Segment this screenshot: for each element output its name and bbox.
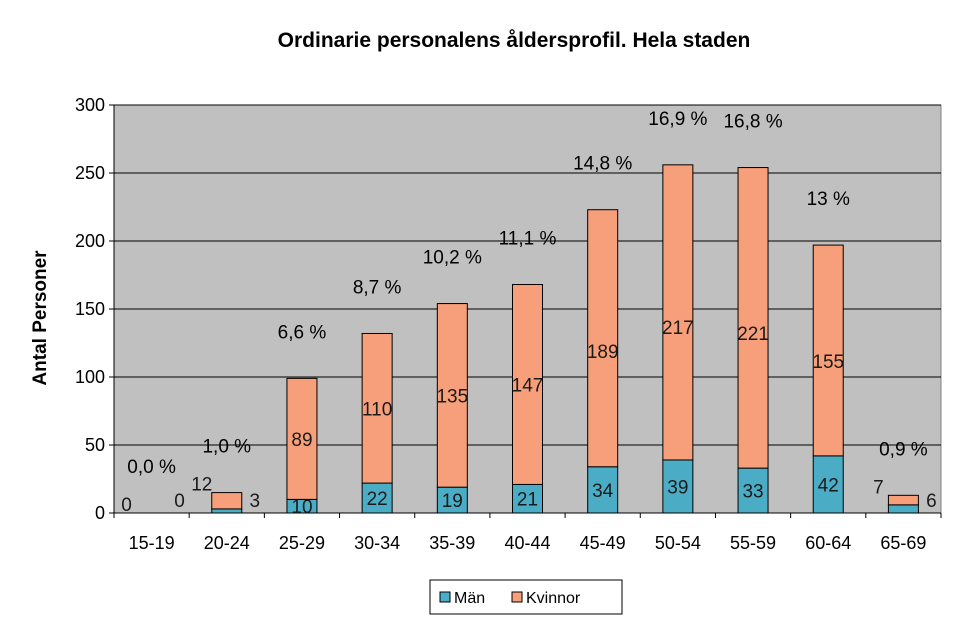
x-tick-label: 20-24 bbox=[204, 533, 250, 553]
data-label-woman: 0 bbox=[121, 495, 132, 516]
data-label-woman: 221 bbox=[737, 324, 769, 345]
data-label-woman: 147 bbox=[512, 375, 544, 396]
data-label-man: 10 bbox=[291, 497, 312, 518]
y-tick-label: 200 bbox=[75, 231, 105, 251]
data-label-woman: 217 bbox=[662, 318, 694, 339]
legend-label: Män bbox=[454, 590, 485, 607]
data-label-woman: 12 bbox=[191, 475, 212, 496]
data-label-man: 19 bbox=[442, 491, 463, 512]
data-label-woman: 110 bbox=[362, 399, 392, 420]
percent-label: 11,1 % bbox=[499, 229, 557, 250]
x-tick-label: 40-44 bbox=[504, 533, 550, 553]
y-tick-label: 250 bbox=[75, 163, 105, 183]
bar-segment-man bbox=[812, 455, 844, 514]
bar-segment-man bbox=[512, 483, 543, 514]
x-tick-label: 35-39 bbox=[429, 533, 475, 553]
legend-swatch bbox=[439, 591, 451, 603]
bar-segment-woman bbox=[512, 284, 543, 485]
bar-segment-man bbox=[436, 486, 468, 514]
data-label-man: 0 bbox=[174, 491, 185, 512]
bar-segment-woman bbox=[662, 164, 694, 461]
data-label-woman: 89 bbox=[291, 430, 312, 451]
chart-title: Ordinarie personalens åldersprofil. Hela… bbox=[278, 29, 751, 52]
bar-segment-woman bbox=[436, 303, 468, 488]
bar-segment-man bbox=[211, 508, 243, 514]
x-tick-label: 55-59 bbox=[730, 533, 776, 553]
data-label-man: 3 bbox=[249, 491, 260, 512]
data-label-man: 42 bbox=[818, 475, 839, 496]
percent-label: 0,9 % bbox=[879, 439, 928, 460]
data-label-woman: 135 bbox=[436, 386, 468, 407]
bar-segment-woman bbox=[812, 244, 844, 457]
data-label-woman: 7 bbox=[873, 477, 884, 498]
legend-label: Kvinnor bbox=[526, 590, 581, 607]
data-label-man: 34 bbox=[592, 481, 614, 502]
bar-segment-woman bbox=[737, 167, 769, 469]
x-tick-label: 15-19 bbox=[129, 533, 175, 553]
percent-label: 6,6 % bbox=[278, 322, 327, 343]
bar-segment-man bbox=[361, 482, 393, 514]
data-label-man: 22 bbox=[367, 489, 388, 510]
bar-segment-man bbox=[887, 504, 919, 514]
data-label-woman: 155 bbox=[812, 352, 844, 373]
bar-segment-woman bbox=[887, 494, 919, 506]
data-label-woman: 189 bbox=[587, 342, 619, 363]
percent-label: 0,0 % bbox=[127, 457, 176, 478]
data-label-man: 21 bbox=[517, 490, 538, 511]
x-tick-label: 30-34 bbox=[354, 533, 400, 553]
legend: Män Kvinnor bbox=[429, 579, 623, 615]
percent-label: 14,8 % bbox=[573, 154, 632, 175]
bar-segment-man bbox=[587, 466, 619, 514]
percent-label: 8,7 % bbox=[353, 277, 402, 298]
data-label-man: 33 bbox=[742, 482, 763, 503]
y-tick-label: 0 bbox=[95, 503, 105, 523]
x-tick-label: 60-64 bbox=[805, 533, 851, 553]
y-tick-label: 300 bbox=[75, 95, 105, 115]
legend-box bbox=[429, 579, 623, 615]
bar-segment-woman bbox=[286, 377, 318, 500]
x-tick-label: 50-54 bbox=[655, 533, 701, 553]
bar-segment-woman bbox=[211, 492, 243, 510]
x-tick-label: 25-29 bbox=[279, 533, 325, 553]
bar-segment-man bbox=[662, 459, 694, 514]
percent-label: 1,0 % bbox=[202, 437, 251, 458]
percent-label: 13 % bbox=[807, 189, 850, 210]
x-tick-label: 65-69 bbox=[880, 533, 926, 553]
data-label-man: 6 bbox=[926, 491, 937, 512]
percent-label: 16,8 % bbox=[723, 112, 782, 133]
y-tick-label: 50 bbox=[85, 435, 105, 455]
x-tick-label: 45-49 bbox=[580, 533, 626, 553]
y-axis-label: Antal Personer bbox=[30, 250, 51, 386]
percent-label: 16,9 % bbox=[648, 109, 707, 130]
legend-swatch bbox=[511, 591, 523, 603]
y-tick-label: 150 bbox=[75, 299, 105, 319]
bar-segment-man bbox=[737, 467, 769, 514]
y-tick-label: 100 bbox=[75, 367, 105, 387]
data-label-man: 39 bbox=[667, 477, 688, 498]
bar-segment-woman bbox=[587, 209, 619, 468]
percent-label: 10,2 % bbox=[423, 248, 482, 269]
bar-segment-woman bbox=[361, 332, 393, 484]
